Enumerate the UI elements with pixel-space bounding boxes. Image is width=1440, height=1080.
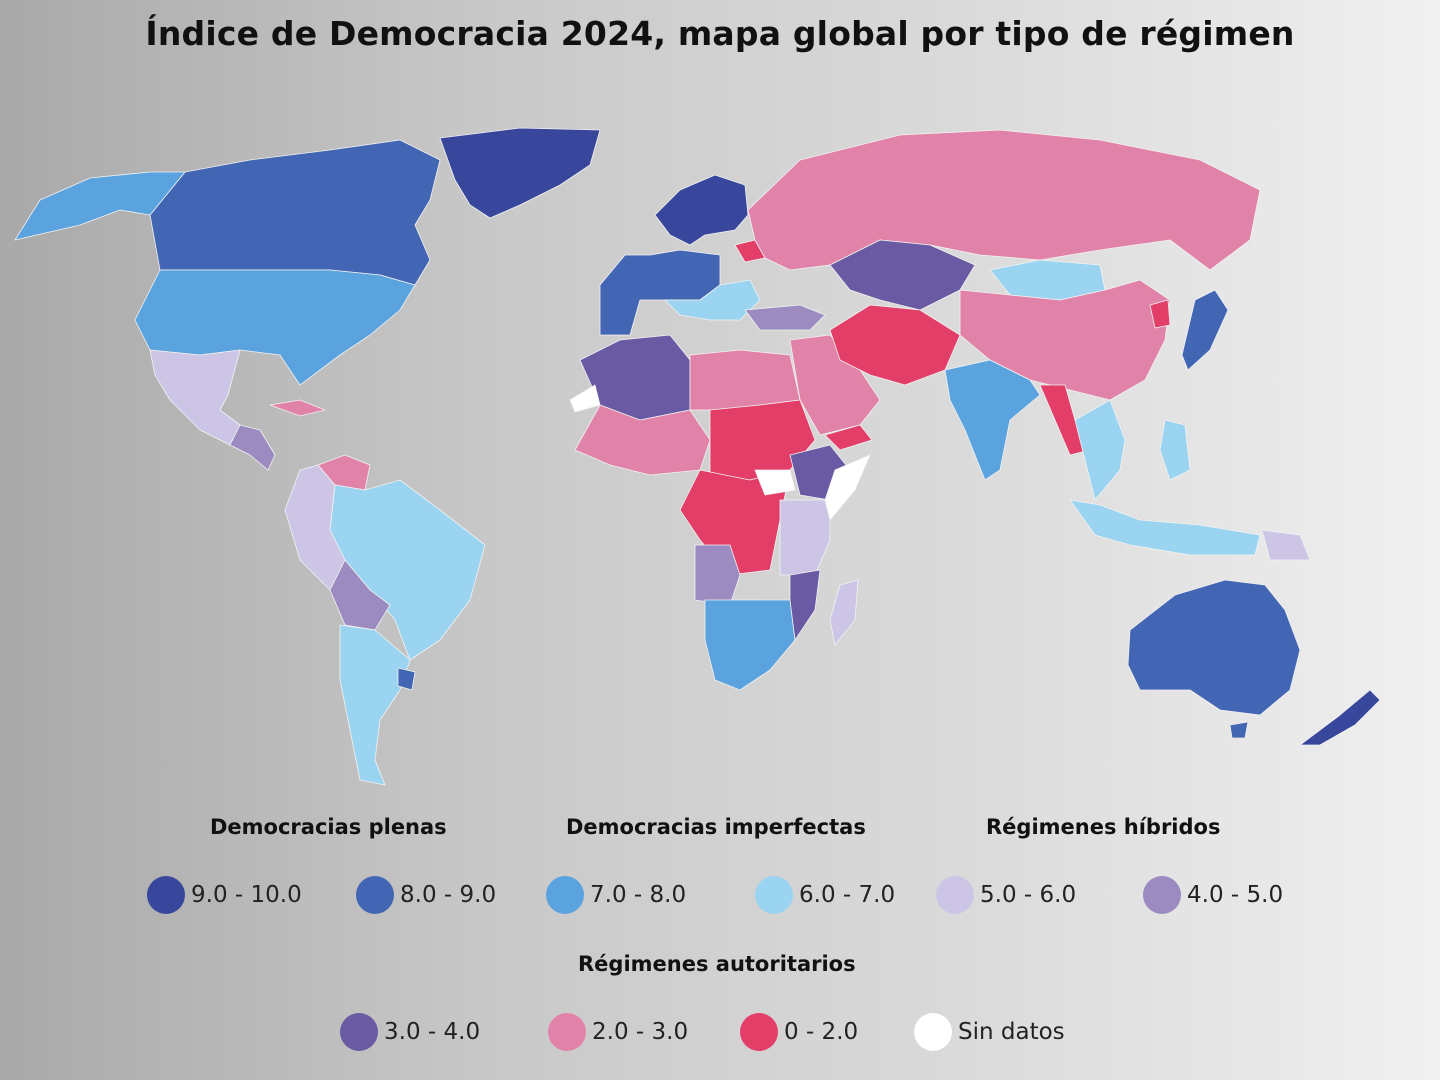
legend-swatch (740, 1013, 778, 1051)
region-japan (1181, 289, 1229, 371)
legend-item-4-5: 4.0 - 5.0 (1143, 873, 1283, 917)
legend-label: 6.0 - 7.0 (799, 882, 896, 908)
legend-label: 7.0 - 8.0 (590, 882, 687, 908)
region-algeria (579, 334, 691, 421)
region-mozambique (789, 569, 821, 641)
legend-swatch (356, 876, 394, 914)
region-papua (1261, 529, 1311, 561)
region-philippines (1159, 419, 1191, 481)
legend-item-5-6: 5.0 - 6.0 (936, 873, 1076, 917)
region-india (944, 359, 1041, 481)
legend-item-0-2: 0 - 2.0 (740, 1010, 858, 1054)
region-east-africa (779, 499, 831, 576)
legend-label: 4.0 - 5.0 (1187, 882, 1284, 908)
legend-item-2-3: 2.0 - 3.0 (548, 1010, 688, 1054)
region-angola (694, 544, 741, 606)
region-southeast-asia (1074, 399, 1126, 501)
legend-item-7-8: 7.0 - 8.0 (546, 873, 686, 917)
legend-group-full: Democracias plenas (210, 815, 447, 839)
region-uruguay (397, 667, 416, 691)
region-mexico (149, 349, 241, 446)
legend-item-8-9: 8.0 - 9.0 (356, 873, 496, 917)
region-canada (149, 139, 441, 286)
legend-item-6-7: 6.0 - 7.0 (755, 873, 895, 917)
region-western-sahara-no-data (569, 384, 601, 413)
region-argentina (339, 624, 411, 786)
legend-group-authoritarian: Régimenes autoritarios (578, 952, 856, 976)
region-scandinavia (654, 174, 749, 246)
region-turkey (744, 304, 826, 331)
legend-swatch (546, 876, 584, 914)
region-madagascar (829, 579, 859, 646)
legend-swatch (340, 1013, 378, 1051)
region-central-america (229, 424, 276, 471)
legend-label: 8.0 - 9.0 (400, 882, 497, 908)
region-alaska (14, 171, 186, 241)
legend-swatch (914, 1013, 952, 1051)
region-russia (747, 129, 1261, 271)
legend-item-no-data: Sin datos (914, 1010, 1065, 1054)
legend-group-flawed: Democracias imperfectas (566, 815, 866, 839)
legend-label: Sin datos (958, 1019, 1065, 1045)
legend-swatch (1143, 876, 1181, 914)
legend-label: 5.0 - 6.0 (980, 882, 1077, 908)
legend-item-9-10: 9.0 - 10.0 (147, 873, 302, 917)
region-western-europe (599, 249, 721, 336)
world-choropleth-map (14, 127, 1381, 786)
region-yemen (824, 424, 873, 451)
region-tasmania (1229, 721, 1249, 739)
region-somalia-no-data (824, 454, 871, 521)
region-libya-egypt (689, 349, 801, 411)
legend-label: 3.0 - 4.0 (384, 1019, 481, 1045)
region-south-sudan-no-data (754, 469, 796, 496)
region-bolivia (329, 559, 391, 631)
legend-label: 2.0 - 3.0 (592, 1019, 689, 1045)
region-indonesia (1069, 499, 1261, 556)
legend-group-hybrid: Régimenes híbridos (986, 815, 1221, 839)
legend-swatch (936, 876, 974, 914)
legend-label: 9.0 - 10.0 (191, 882, 302, 908)
legend-item-3-4: 3.0 - 4.0 (340, 1010, 480, 1054)
region-north-korea (1149, 299, 1171, 329)
region-new-zealand (1299, 689, 1381, 746)
legend-swatch (548, 1013, 586, 1051)
region-eastern-europe (664, 279, 761, 321)
region-cuba (269, 399, 326, 417)
legend-label: 0 - 2.0 (784, 1019, 859, 1045)
legend-swatch (755, 876, 793, 914)
region-australia (1127, 579, 1301, 716)
map-title: Índice de Democracia 2024, mapa global p… (145, 14, 1295, 53)
legend-swatch (147, 876, 185, 914)
region-southern-africa (704, 599, 796, 691)
region-greenland (439, 127, 601, 219)
